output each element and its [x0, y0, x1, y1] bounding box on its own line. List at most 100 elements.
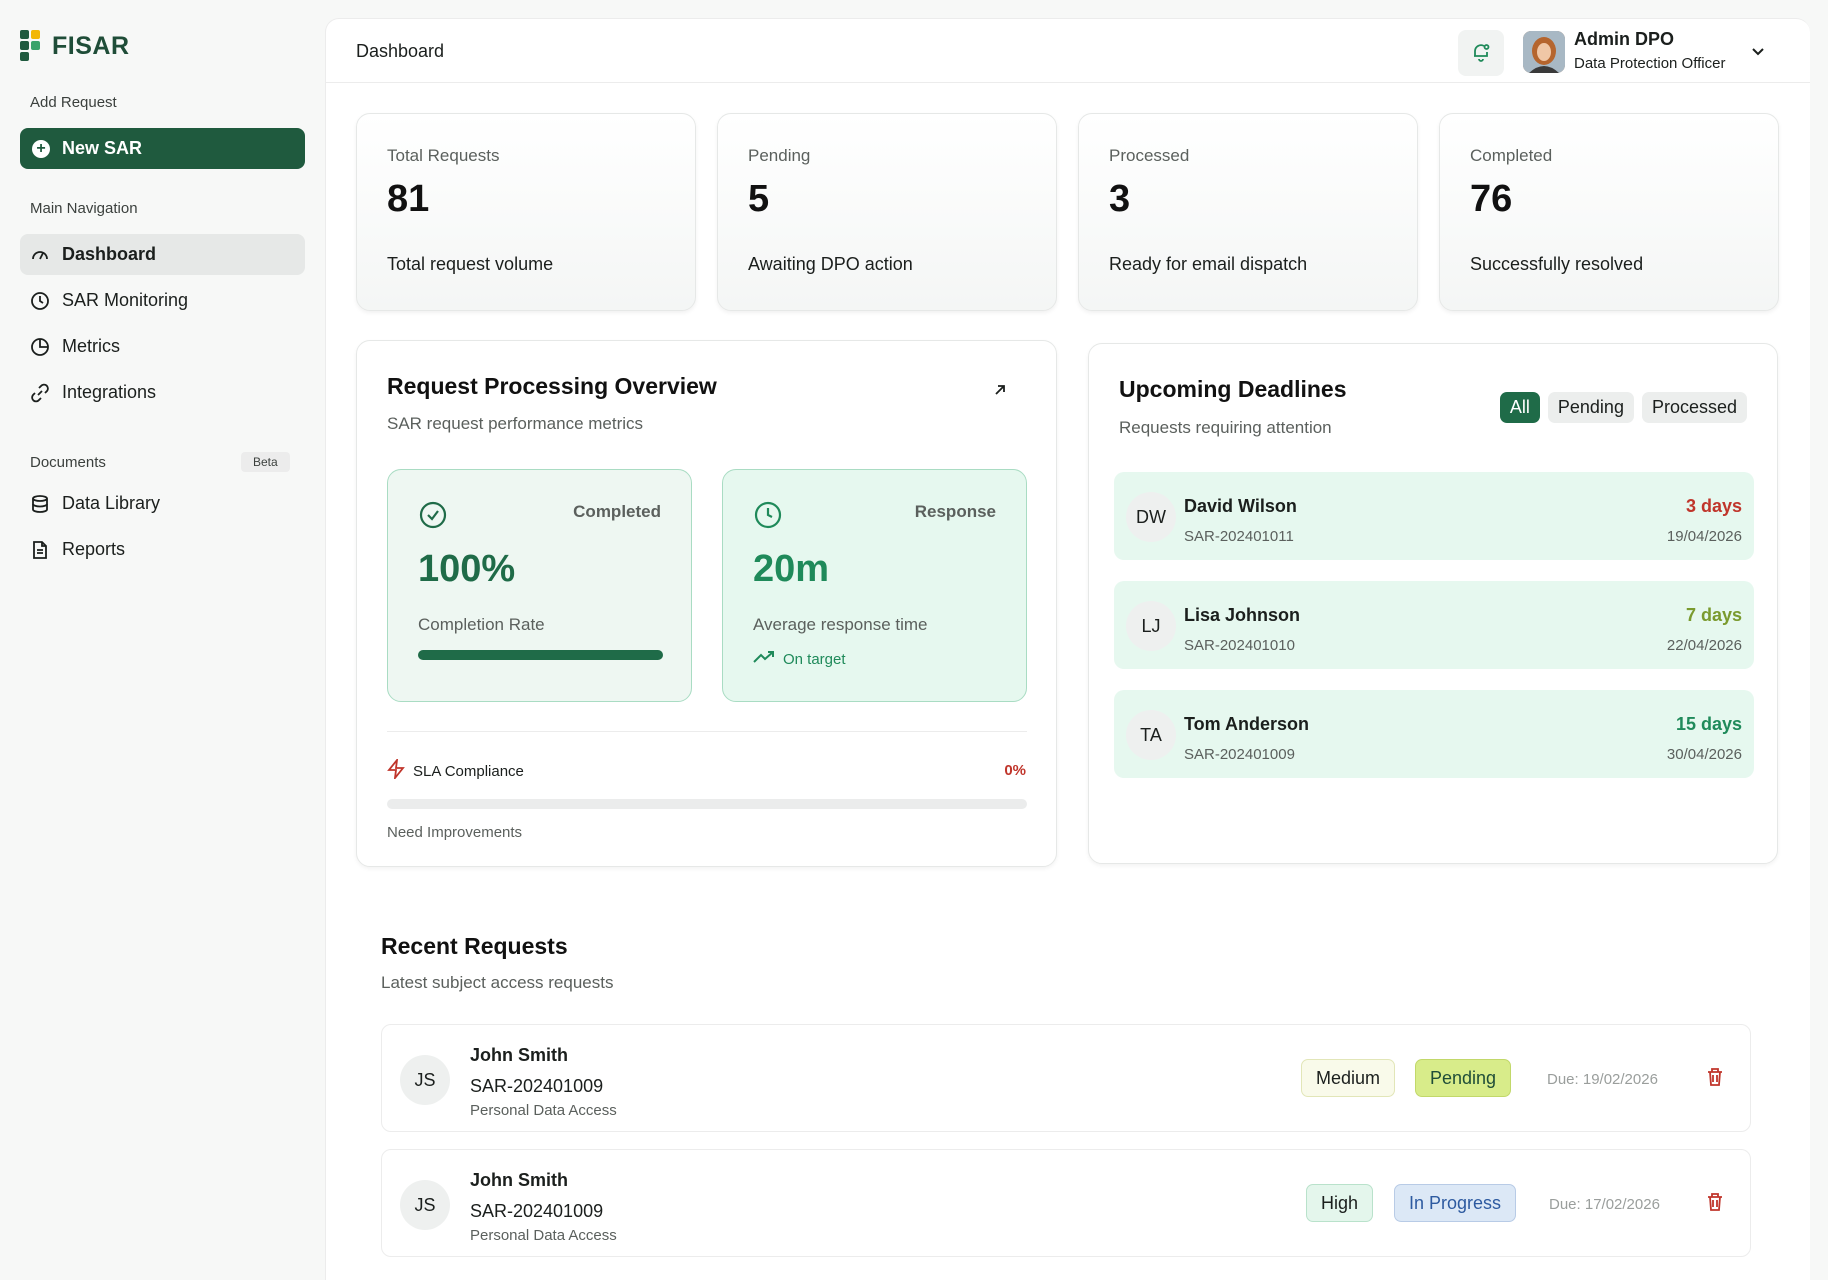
- sidebar-item-label: Data Library: [62, 493, 161, 513]
- beta-badge: Beta: [241, 452, 290, 472]
- avatar: LJ: [1126, 601, 1176, 651]
- lightning-icon: [387, 756, 405, 783]
- on-target-indicator: On target: [753, 650, 846, 668]
- sidebar-item-sar-monitoring[interactable]: SAR Monitoring: [20, 280, 305, 321]
- stat-value: 3: [1109, 178, 1131, 220]
- trending-up-icon: [753, 650, 775, 668]
- sidebar-item-data-library[interactable]: Data Library: [20, 483, 305, 524]
- request-type: Personal Data Access: [470, 1102, 617, 1119]
- deadline-item[interactable]: TA Tom Anderson SAR-202401009 15 days 30…: [1114, 690, 1754, 778]
- request-due-date: Due: 19/02/2026: [1547, 1071, 1658, 1088]
- user-role: Data Protection Officer: [1574, 55, 1726, 72]
- request-sar-id: SAR-202401009: [470, 1201, 604, 1221]
- deadline-item[interactable]: LJ Lisa Johnson SAR-202401010 7 days 22/…: [1114, 581, 1754, 669]
- deadlines-subtitle: Requests requiring attention: [1119, 418, 1332, 437]
- priority-badge: Medium: [1301, 1059, 1396, 1097]
- stat-description: Successfully resolved: [1470, 254, 1644, 274]
- clock-icon: [753, 500, 783, 530]
- main-panel: Dashboard Admin DPO Data Protection Offi…: [325, 18, 1810, 1280]
- sidebar-item-dashboard[interactable]: Dashboard: [20, 234, 305, 275]
- sidebar-item-label: Integrations: [62, 382, 157, 402]
- table-row[interactable]: JS John Smith SAR-202401009 Personal Dat…: [381, 1149, 1751, 1257]
- sla-compliance-label: SLA Compliance: [387, 756, 524, 783]
- response-time-value: 20m: [753, 548, 830, 590]
- logo-icon: [20, 30, 42, 62]
- sidebar-item-label: Reports: [62, 539, 126, 559]
- filter-processed-button[interactable]: Processed: [1641, 392, 1747, 423]
- deadline-date: 30/04/2026: [1666, 746, 1742, 763]
- trash-icon: [1706, 1193, 1724, 1215]
- sidebar-item-label: Metrics: [62, 336, 120, 356]
- completion-rate-value: 100%: [418, 548, 516, 590]
- request-type: Personal Data Access: [470, 1227, 617, 1244]
- document-icon: [30, 540, 50, 560]
- processing-overview-card: Request Processing Overview SAR request …: [356, 340, 1057, 867]
- stat-card-pending: Pending 5 Awaiting DPO action: [717, 113, 1057, 311]
- table-row[interactable]: JS John Smith SAR-202401009 Personal Dat…: [381, 1024, 1751, 1132]
- sla-label-text: SLA Compliance: [413, 762, 524, 780]
- stat-value: 81: [387, 178, 430, 220]
- bell-icon: [1470, 41, 1492, 66]
- overview-subtitle: SAR request performance metrics: [387, 414, 644, 433]
- sidebar-item-integrations[interactable]: Integrations: [20, 372, 305, 413]
- on-target-label: On target: [783, 650, 846, 668]
- metric-label: Completed: [573, 502, 661, 521]
- new-sar-label: New SAR: [62, 138, 143, 158]
- sidebar-item-reports[interactable]: Reports: [20, 529, 305, 570]
- stat-label: Processed: [1109, 146, 1190, 165]
- request-sar-id: SAR-202401009: [470, 1076, 604, 1096]
- avatar: JS: [400, 1180, 450, 1230]
- stat-description: Ready for email dispatch: [1109, 254, 1308, 274]
- status-badge: In Progress: [1394, 1184, 1517, 1222]
- arrow-up-right-icon[interactable]: [991, 381, 1009, 399]
- sidebar-item-metrics[interactable]: Metrics: [20, 326, 305, 367]
- sla-compliance-value: 0%: [1004, 762, 1026, 779]
- avatar: DW: [1126, 492, 1176, 542]
- new-sar-button[interactable]: + New SAR: [20, 128, 305, 169]
- trash-icon: [1706, 1068, 1724, 1090]
- metric-label: Response: [914, 502, 996, 521]
- avatar: TA: [1126, 710, 1176, 760]
- page-title: Dashboard: [356, 41, 445, 61]
- filter-all-button[interactable]: All: [1499, 392, 1540, 423]
- clock-icon: [30, 291, 50, 311]
- app-logo[interactable]: FISAR: [20, 30, 130, 62]
- stat-description: Awaiting DPO action: [748, 254, 913, 274]
- deadline-item[interactable]: DW David Wilson SAR-202401011 3 days 19/…: [1114, 472, 1754, 560]
- status-badge: Pending: [1415, 1059, 1512, 1097]
- delete-button[interactable]: [1705, 1192, 1725, 1214]
- app-name: FISAR: [52, 31, 130, 60]
- deadline-days-left: 7 days: [1685, 605, 1742, 625]
- recent-requests-title: Recent Requests: [381, 933, 568, 959]
- deadline-date: 22/04/2026: [1666, 637, 1742, 654]
- deadline-days-left: 15 days: [1675, 714, 1742, 734]
- response-time-box: Response 20m Average response time On ta…: [722, 469, 1027, 702]
- stat-card-total-requests: Total Requests 81 Total request volume: [356, 113, 696, 311]
- chevron-down-icon[interactable]: [1748, 41, 1768, 61]
- check-circle-icon: [418, 500, 448, 530]
- stat-value: 76: [1470, 178, 1513, 220]
- plus-icon: +: [32, 139, 50, 158]
- request-due-date: Due: 17/02/2026: [1549, 1196, 1660, 1213]
- main-navigation-label: Main Navigation: [30, 200, 138, 217]
- sla-note: Need Improvements: [387, 824, 523, 841]
- completion-progress-fill: [418, 650, 663, 660]
- user-avatar[interactable]: [1523, 31, 1565, 73]
- delete-button[interactable]: [1705, 1067, 1725, 1089]
- stat-description: Total request volume: [387, 254, 554, 274]
- avatar: JS: [400, 1055, 450, 1105]
- divider: [387, 731, 1027, 732]
- metric-caption: Completion Rate: [418, 615, 545, 634]
- stat-card-completed: Completed 76 Successfully resolved: [1439, 113, 1779, 311]
- priority-badge: High: [1306, 1184, 1374, 1222]
- deadline-sar-id: SAR-202401009: [1184, 746, 1295, 763]
- deadline-sar-id: SAR-202401010: [1184, 637, 1295, 654]
- filter-pending-button[interactable]: Pending: [1547, 392, 1634, 423]
- notifications-button[interactable]: [1458, 30, 1504, 76]
- top-bar: Dashboard Admin DPO Data Protection Offi…: [326, 19, 1810, 83]
- request-name: John Smith: [470, 1045, 568, 1065]
- completion-rate-box: Completed 100% Completion Rate: [387, 469, 692, 702]
- sidebar-item-label: SAR Monitoring: [62, 290, 189, 310]
- metric-caption: Average response time: [753, 615, 928, 634]
- stat-value: 5: [748, 178, 770, 220]
